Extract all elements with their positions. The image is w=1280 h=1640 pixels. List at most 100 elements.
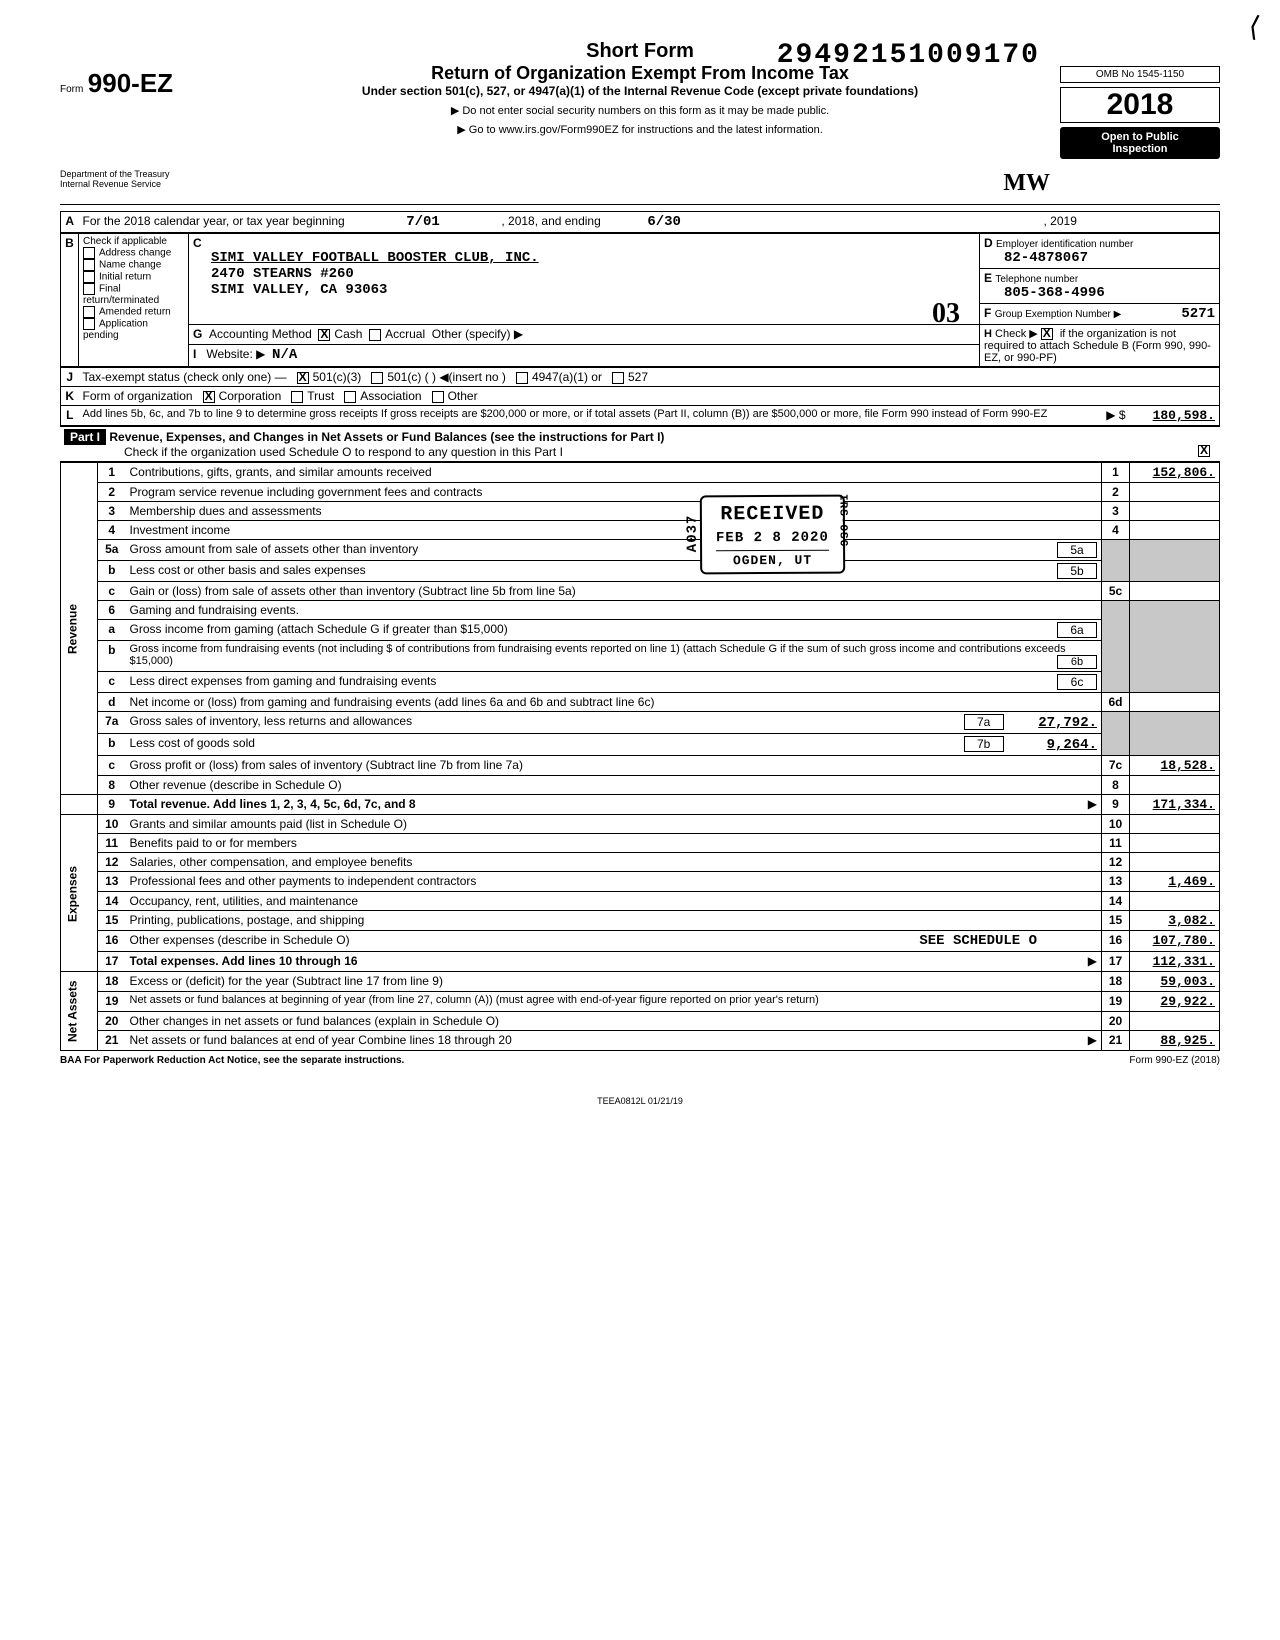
lb-501c: 501(c) (: [387, 370, 428, 384]
line-a-label: For the 2018 calendar year, or tax year …: [83, 214, 345, 228]
r1-text: Contributions, gifts, grants, and simila…: [126, 463, 1102, 483]
cb-501c3[interactable]: [297, 372, 309, 384]
cb-amended[interactable]: [83, 306, 95, 318]
right-year-box: OMB No 1545-1150 2018 Open to Public Ins…: [1060, 66, 1220, 159]
hand-03: 03: [932, 298, 960, 330]
r4-v: [1130, 521, 1220, 540]
side-expenses: Expenses: [61, 815, 98, 972]
r18-text: Excess or (deficit) for the year (Subtra…: [126, 972, 1102, 992]
cb-final-return[interactable]: [83, 283, 95, 295]
r6c-ln: 6c: [1057, 674, 1097, 690]
cb-4947[interactable]: [516, 372, 528, 384]
r15-n: 15: [1102, 911, 1130, 931]
note-goto: ▶ Go to www.irs.gov/Form990EZ for instru…: [240, 123, 1040, 136]
lb-trust: Trust: [307, 389, 334, 403]
stamp-irs: IRS-OSC: [836, 494, 848, 547]
lb-cash: Cash: [334, 327, 362, 341]
r15-text: Printing, publications, postage, and shi…: [126, 911, 1102, 931]
r2-n: 2: [1102, 483, 1130, 502]
cb-name-change[interactable]: [83, 259, 95, 271]
stamp-received: RECEIVED: [716, 503, 829, 527]
r16-n: 16: [1102, 931, 1130, 952]
lines-jkl: J Tax-exempt status (check only one) — 5…: [60, 367, 1220, 426]
form-tag: Form 990-EZ: [60, 68, 173, 99]
cb-h[interactable]: [1041, 328, 1053, 340]
r7b-text: Less cost of goods sold: [130, 736, 255, 750]
r3-text: Membership dues and assessments: [126, 502, 1102, 521]
line-a-end: 6/30: [604, 214, 724, 230]
r9-v: 171,334.: [1130, 795, 1220, 815]
received-stamp: A037 RECEIVED FEB 2 8 2020 OGDEN, UT IRS…: [700, 495, 845, 575]
r1-n: 1: [1112, 465, 1119, 479]
block-b-label: Check if applicable: [83, 236, 167, 247]
cb-other-org[interactable]: [432, 391, 444, 403]
entity-block: B Check if applicable Address change Nam…: [60, 233, 1220, 367]
r17-arrow: ▶: [1088, 954, 1097, 968]
r6d-text: Net income or (loss) from gaming and fun…: [126, 693, 1102, 712]
part1-title: Revenue, Expenses, and Changes in Net As…: [109, 430, 664, 444]
form-small: Form: [60, 84, 83, 95]
form-header: 29492151009170 Form 990-EZ Department of…: [60, 40, 1220, 205]
r21-n: 21: [1102, 1031, 1130, 1051]
website: N/A: [272, 347, 297, 363]
omb-no: OMB No 1545-1150: [1060, 66, 1220, 83]
r13-v: 1,469.: [1130, 872, 1220, 892]
org-addr1: 2470 STEARNS #260: [211, 266, 975, 282]
cb-corp[interactable]: [203, 391, 215, 403]
r7a-ln: 7a: [964, 714, 1004, 730]
initials-hand: MW: [1003, 170, 1050, 197]
r5b-text: Less cost or other basis and sales expen…: [130, 563, 366, 577]
open-line1: Open to Public: [1101, 131, 1179, 143]
r12-text: Salaries, other compensation, and employ…: [126, 853, 1102, 872]
lb-other-specify: Other (specify) ▶: [432, 327, 523, 341]
r17-text: Total expenses. Add lines 10 through 16: [130, 954, 358, 968]
r21-arrow: ▶: [1088, 1033, 1097, 1047]
lb-insert: ) ◀(insert no ): [432, 370, 506, 384]
r15-v: 3,082.: [1130, 911, 1220, 931]
r7c-n: 7c: [1102, 756, 1130, 776]
title-block: Short Form Return of Organization Exempt…: [60, 40, 1220, 136]
cb-527[interactable]: [612, 372, 624, 384]
r20-text: Other changes in net assets or fund bala…: [126, 1012, 1102, 1031]
r19-v: 29,922.: [1130, 992, 1220, 1012]
r2-v: [1130, 483, 1220, 502]
line-k-label: Form of organization: [83, 389, 193, 403]
r17-v: 112,331.: [1130, 952, 1220, 972]
r13-text: Professional fees and other payments to …: [126, 872, 1102, 892]
r14-n: 14: [1102, 892, 1130, 911]
part1-badge: Part I: [64, 429, 106, 445]
line-l-arrow: ▶ $: [1106, 408, 1125, 422]
r10-v: [1130, 815, 1220, 834]
r6b-text: Gross income from fundraising events (no…: [130, 643, 1066, 667]
org-addr2: SIMI VALLEY, CA 93063: [211, 282, 975, 298]
line-a-yearend: , 2019: [1044, 214, 1077, 228]
r7c-text: Gross profit or (loss) from sales of inv…: [126, 756, 1102, 776]
r7b-ln: 7b: [964, 736, 1004, 752]
r8-text: Other revenue (describe in Schedule O): [126, 776, 1102, 795]
cb-accrual[interactable]: [369, 329, 381, 341]
cb-initial-return[interactable]: [83, 271, 95, 283]
cb-schedule-o-used[interactable]: [1198, 445, 1210, 457]
r13-n: 13: [1102, 872, 1130, 892]
note-ssn: ▶ Do not enter social security numbers o…: [240, 104, 1040, 117]
under-section: Under section 501(c), 527, or 4947(a)(1)…: [240, 84, 1040, 98]
r6d-n: 6d: [1102, 693, 1130, 712]
r19-n: 19: [1102, 992, 1130, 1012]
line-a-begin: 7/01: [348, 214, 498, 230]
r5c-n: 5c: [1102, 582, 1130, 601]
cb-501c[interactable]: [371, 372, 383, 384]
r9-n: 9: [1102, 795, 1130, 815]
cb-cash[interactable]: [318, 329, 330, 341]
cb-trust[interactable]: [291, 391, 303, 403]
cb-address-change[interactable]: [83, 247, 95, 259]
stamp-loc: OGDEN, UT: [716, 550, 829, 569]
lb-name-change: Name change: [99, 260, 161, 271]
r6d-v: [1130, 693, 1220, 712]
side-netassets: Net Assets: [61, 972, 98, 1051]
cb-assoc[interactable]: [344, 391, 356, 403]
cb-app-pending[interactable]: [83, 318, 95, 330]
phantom-mark: ⟨: [1246, 9, 1263, 43]
line-a-table: A For the 2018 calendar year, or tax yea…: [60, 211, 1220, 233]
phone: 805-368-4996: [984, 285, 1105, 301]
r9-text: Total revenue. Add lines 1, 2, 3, 4, 5c,…: [130, 797, 416, 811]
